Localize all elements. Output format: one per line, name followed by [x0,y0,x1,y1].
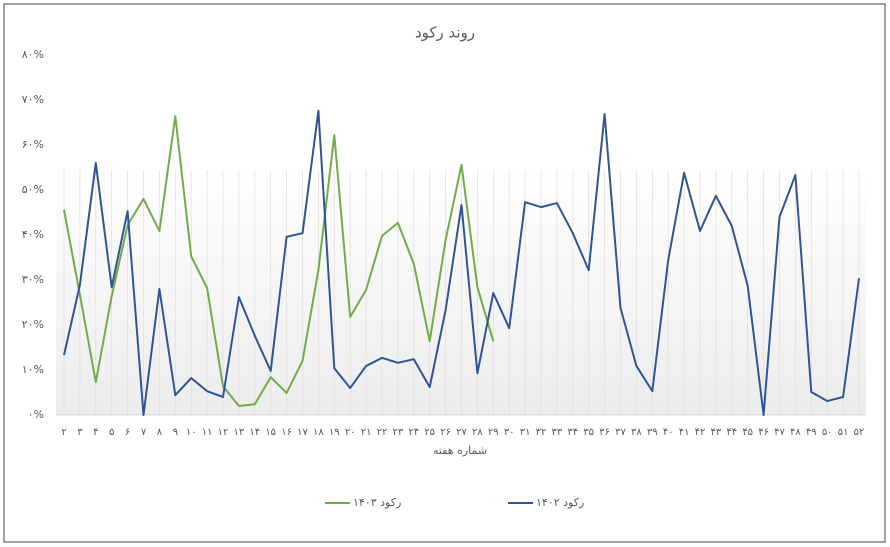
x-tick-label: ۲۸ [472,427,483,438]
x-tick-label: ۴۰ [663,427,674,438]
x-tick-label: ۴۱ [679,427,690,438]
x-tick-label: ۵۲ [854,427,865,438]
x-tick-label: ۲۷ [456,427,467,438]
x-tick-label: ۴۷ [774,427,785,438]
x-tick-label: ۳ [77,427,83,438]
x-tick-label: ۱۳ [234,427,245,438]
x-tick-label: ۵ [109,427,114,438]
x-tick-label: ۱۴ [249,427,260,438]
x-tick-label: ۱۲ [218,427,229,438]
x-tick-label: ۹ [173,427,178,438]
legend-label: رکود ۱۴۰۳ [353,496,401,509]
y-tick-label: ۸۰% [22,48,44,61]
x-tick-label: ۴۳ [711,427,722,438]
x-tick-label: ۳۵ [583,427,594,438]
x-tick-label: ۴۸ [790,427,801,438]
series-line [63,109,860,416]
x-tick-label: ۳۲ [536,427,547,438]
x-tick-label: ۱۸ [313,427,324,438]
x-tick-label: ۵۱ [838,427,849,438]
x-tick-label: ۴۹ [806,427,817,438]
x-tick-label: ۷ [141,427,147,438]
y-tick-label: ۶۰% [22,138,44,151]
x-tick-label: ۴۵ [742,427,753,438]
x-tick-label: ۱۱ [202,427,213,438]
x-tick-label: ۱۵ [265,427,276,438]
x-tick-label: ۵۰ [822,427,833,438]
x-tick-label: ۱۰ [186,427,197,438]
x-tick-label: ۳۸ [631,427,642,438]
x-tick-label: ۲۲ [377,427,388,438]
x-tick-label: ۱۹ [329,427,340,438]
x-tick-label: ۲۰ [345,427,356,438]
x-tick-label: ۲۵ [424,427,435,438]
x-tick-label: ۴ [93,427,98,438]
x-tick-label: ۲ [61,427,66,438]
x-tick-label: ۶ [125,427,130,438]
x-tick-label: ۴۲ [695,427,706,438]
y-tick-label: ۰% [28,408,44,421]
x-tick-label: ۳۴ [567,427,578,438]
x-tick-label: ۴۴ [726,427,737,438]
x-tick-label: ۴۶ [758,427,769,438]
x-tick-label: ۲۹ [488,427,499,438]
series-line [63,115,495,407]
x-tick-label: ۳۹ [647,427,658,438]
y-tick-label: ۷۰% [22,93,44,106]
y-tick-label: ۳۰% [22,273,44,286]
x-tick-label: ۲۳ [393,427,404,438]
x-tick-label: ۲۱ [361,427,372,438]
y-tick-label: ۴۰% [22,228,44,241]
y-tick-label: ۵۰% [22,183,44,196]
x-tick-label: ۱۶ [281,427,292,438]
x-tick-label: ۸ [157,427,163,438]
x-tick-label: ۳۱ [520,427,531,438]
x-tick-label: ۲۶ [440,427,451,438]
x-axis-label: شماره هفته [433,444,487,457]
x-tick-label: ۳۷ [615,427,626,438]
y-tick-label: ۲۰% [22,318,44,331]
x-tick-label: ۳۳ [552,427,563,438]
x-tick-label: ۱۷ [297,427,308,438]
legend-label: رکود ۱۴۰۲ [536,496,584,509]
x-tick-label: ۳۰ [504,427,515,438]
x-tick-label: ۳۶ [599,427,610,438]
y-tick-label: ۱۰% [22,363,44,376]
chart-title: روند رکود [415,24,475,42]
x-tick-label: ۲۴ [408,427,419,438]
